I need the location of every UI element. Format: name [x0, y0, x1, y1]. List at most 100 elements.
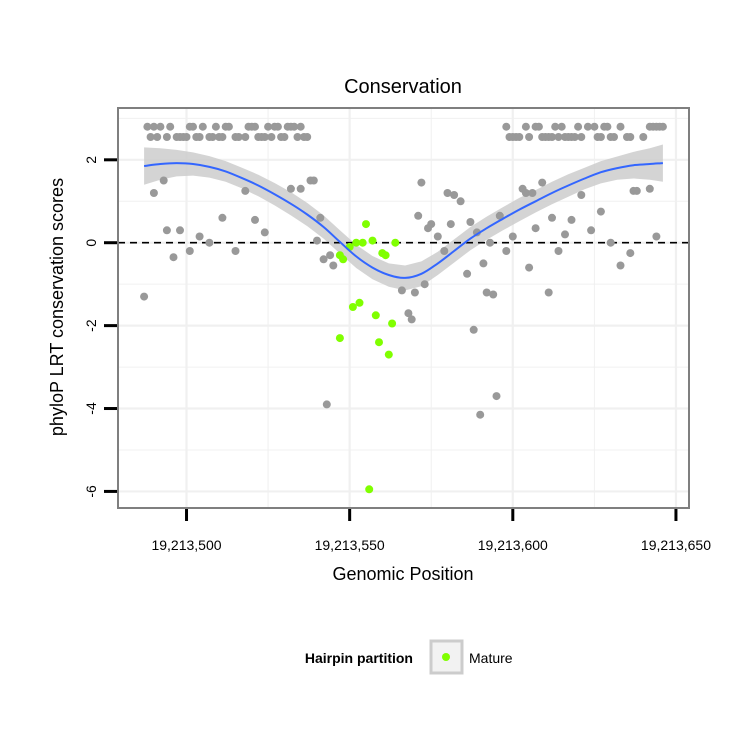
- data-point-mature: [371, 311, 380, 320]
- data-point-other: [616, 261, 625, 270]
- data-point-mature: [358, 238, 367, 247]
- data-point-other: [515, 133, 524, 141]
- data-point-other: [427, 220, 436, 229]
- legend-entry-mature: Mature: [469, 650, 513, 666]
- data-point-other: [652, 232, 661, 241]
- data-point-other: [140, 292, 149, 301]
- data-point-other: [195, 232, 204, 241]
- data-point-mature: [352, 238, 361, 247]
- data-point-other: [231, 247, 240, 255]
- data-point-other: [574, 122, 583, 131]
- mature-points: [335, 220, 400, 494]
- data-point-other: [159, 176, 168, 185]
- data-point-other: [531, 224, 540, 233]
- data-point-other: [234, 133, 243, 141]
- data-point-other: [548, 133, 556, 141]
- data-point-mature: [339, 255, 348, 264]
- data-point-other: [466, 218, 475, 226]
- data-point-other: [205, 238, 214, 247]
- data-point-mature: [375, 338, 383, 347]
- data-point-other: [440, 247, 449, 255]
- data-point-other: [626, 249, 635, 258]
- data-point-other: [603, 122, 612, 131]
- data-point-other: [309, 176, 318, 185]
- data-point-other: [446, 220, 455, 229]
- data-point-other: [260, 228, 269, 237]
- x-axis-label: Genomic Position: [332, 564, 473, 584]
- data-point-other: [554, 247, 563, 255]
- data-point-other: [456, 197, 465, 206]
- data-point-other: [169, 253, 178, 262]
- data-point-other: [176, 226, 184, 235]
- data-point-other: [538, 178, 547, 187]
- data-point-mature: [335, 334, 344, 343]
- x-tick-label: 19,213,500: [151, 537, 221, 553]
- data-point-other: [293, 133, 302, 141]
- data-point-other: [486, 238, 494, 247]
- data-point-mature: [384, 350, 393, 359]
- data-point-other: [557, 122, 566, 131]
- data-point-other: [534, 122, 543, 131]
- data-point-other: [241, 133, 250, 141]
- data-point-other: [329, 261, 338, 270]
- chart-title: Conservation: [344, 76, 462, 98]
- data-point-other: [502, 122, 511, 131]
- data-point-other: [495, 211, 504, 220]
- data-point-other: [596, 207, 605, 216]
- data-point-other: [502, 247, 511, 255]
- data-point-other: [273, 122, 282, 131]
- x-axis: 19,213,500 19,213,550 19,213,600 19,213,650: [151, 509, 711, 553]
- data-point-other: [185, 247, 194, 255]
- data-point-other: [286, 184, 295, 193]
- data-point-other: [489, 290, 498, 299]
- data-point-other: [443, 189, 452, 197]
- confidence-band: [144, 144, 663, 291]
- data-point-other: [264, 122, 273, 131]
- data-point-other: [626, 133, 635, 141]
- data-point-other: [632, 186, 641, 195]
- data-point-other: [322, 400, 331, 409]
- data-point-other: [316, 213, 325, 222]
- data-point-mature: [381, 251, 390, 260]
- data-point-other: [645, 184, 654, 193]
- data-point-other: [143, 122, 152, 131]
- data-point-other: [182, 133, 191, 141]
- data-point-other: [319, 255, 328, 264]
- data-point-other: [658, 122, 667, 131]
- data-point-mature: [355, 298, 364, 307]
- data-point-other: [410, 288, 419, 297]
- data-point-other: [528, 189, 537, 197]
- data-point-other: [303, 133, 312, 141]
- data-point-other: [639, 133, 648, 141]
- legend-mature-marker: [442, 653, 450, 661]
- data-point-other: [153, 133, 162, 141]
- data-point-other: [397, 286, 406, 295]
- data-point-other: [251, 215, 259, 224]
- data-point-other: [577, 133, 586, 141]
- confidence-band-area: [144, 144, 663, 291]
- data-point-mature: [365, 485, 374, 494]
- data-point-other: [211, 122, 220, 131]
- data-point-other: [224, 122, 233, 131]
- data-point-other: [583, 122, 592, 131]
- y-tick-label: -4: [83, 402, 99, 415]
- data-point-other: [492, 392, 501, 401]
- y-tick-label: 2: [83, 156, 99, 164]
- data-point-other: [587, 226, 596, 235]
- data-point-other: [596, 133, 605, 141]
- y-tick-label: -6: [83, 485, 99, 498]
- data-point-other: [525, 133, 534, 141]
- data-point-other: [544, 288, 553, 297]
- data-point-mature: [391, 238, 400, 247]
- data-point-other: [525, 263, 534, 272]
- data-point-other: [551, 122, 560, 131]
- x-tick-label: 19,213,550: [315, 537, 385, 553]
- data-point-other: [554, 133, 563, 141]
- data-point-other: [146, 133, 155, 141]
- data-point-other: [469, 325, 478, 334]
- data-point-other: [610, 133, 618, 141]
- legend-title: Hairpin partition: [305, 650, 413, 666]
- data-point-other: [417, 178, 426, 187]
- data-point-other: [433, 232, 442, 241]
- data-point-other: [296, 184, 305, 193]
